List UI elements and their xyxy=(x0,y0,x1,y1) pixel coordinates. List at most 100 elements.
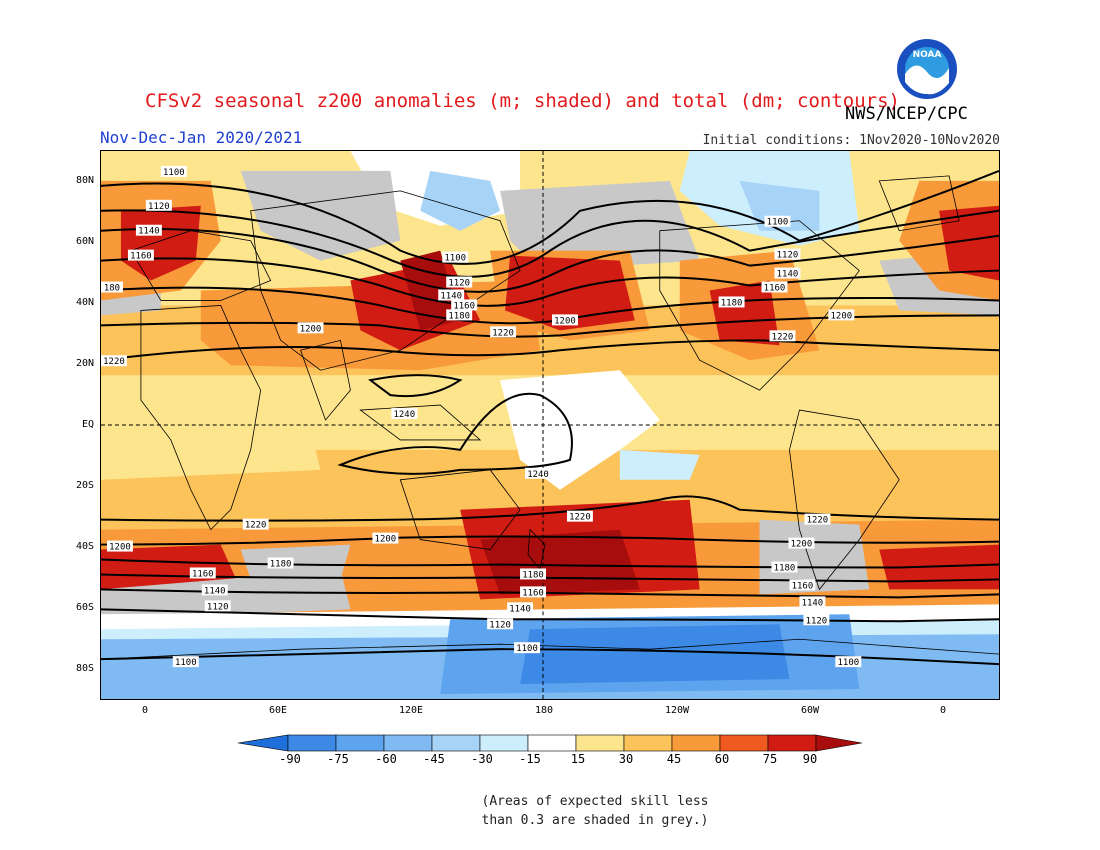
contour-label-1220-a: 1220 xyxy=(101,355,127,367)
svg-text:1200: 1200 xyxy=(831,311,853,321)
contour-1140-south xyxy=(101,588,999,599)
svg-text:180: 180 xyxy=(104,283,120,293)
svg-text:1180: 1180 xyxy=(448,311,470,321)
blue-tropical-patch xyxy=(619,449,700,480)
asia-outline xyxy=(250,190,521,371)
contour-label-1180-c: 1180 xyxy=(718,296,745,308)
forecast-period: Nov-Dec-Jan 2020/2021 xyxy=(100,128,303,147)
skill-note-line-1: (Areas of expected skill less xyxy=(481,794,709,809)
grey-eurasia xyxy=(240,170,401,261)
contour-1220-south xyxy=(101,495,999,522)
grey-siberia xyxy=(500,180,700,271)
contour-label-1180-b: 1180 xyxy=(446,309,473,321)
svg-text:1180: 1180 xyxy=(270,559,292,569)
contour-label-1180-a: 180 xyxy=(101,281,123,293)
lon-label-120e: 120E xyxy=(398,705,424,716)
svg-text:1120: 1120 xyxy=(489,620,511,630)
lat-label-80s: 80S xyxy=(75,663,94,674)
colorbar-seg-8 xyxy=(623,734,673,752)
map-title: CFSv2 seasonal z200 anomalies (m; shaded… xyxy=(145,90,900,112)
antarctic-blue-core xyxy=(520,624,790,685)
contour-label-1120-a: 1120 xyxy=(145,199,172,212)
svg-text:1120: 1120 xyxy=(207,602,229,612)
contour-label-1160-c: 1160 xyxy=(761,281,788,293)
svg-text:1160: 1160 xyxy=(792,581,814,591)
svg-text:1180: 1180 xyxy=(522,570,544,580)
contour-label-1240-a: 1240 xyxy=(391,408,418,420)
noaa-logo-icon: NOAA xyxy=(897,39,957,99)
svg-text:1180: 1180 xyxy=(721,298,743,308)
svg-text:1200: 1200 xyxy=(109,543,131,553)
svg-text:1200: 1200 xyxy=(554,316,576,326)
contour-label-1220-b: 1220 xyxy=(490,326,517,338)
svg-text:1100: 1100 xyxy=(444,254,466,264)
lat-label-60n: 60N xyxy=(75,236,94,247)
contour-label-s1220-a: 1220 xyxy=(242,518,269,531)
contour-label-s1220-c: 1220 xyxy=(804,513,831,526)
contour-label-1120-b: 1120 xyxy=(446,276,473,289)
svg-text:1180: 1180 xyxy=(774,563,796,573)
svg-text:1100: 1100 xyxy=(163,168,185,178)
contour-label-1140-b: 1140 xyxy=(438,289,465,301)
colorbar-label: -45 xyxy=(423,752,445,766)
contour-label-s1100-a: 1100 xyxy=(172,656,199,668)
svg-text:1100: 1100 xyxy=(516,644,538,654)
colorbar-label: -75 xyxy=(327,752,349,766)
svg-text:1220: 1220 xyxy=(807,516,829,526)
colorbar-seg-7 xyxy=(575,734,625,752)
logo-text: NOAA xyxy=(913,50,942,60)
contour-1220-north xyxy=(101,339,999,362)
svg-text:1140: 1140 xyxy=(802,598,824,608)
south-band-red-2-core xyxy=(480,529,640,595)
colorbar-label: 45 xyxy=(666,752,682,766)
contour-label-1100-a: 1100 xyxy=(160,165,187,178)
contour-label-s1140-a: 1140 xyxy=(201,584,228,596)
colorbar-seg-1 xyxy=(287,734,337,752)
grey-south-2 xyxy=(240,544,351,580)
contour-label-s1140-b: 1140 xyxy=(507,602,534,614)
colorbar-seg-3 xyxy=(383,734,433,752)
svg-text:1200: 1200 xyxy=(375,535,397,545)
lat-label-20s: 20S xyxy=(75,480,94,491)
lat-label-80n: 80N xyxy=(75,175,94,186)
contour-label-1140-a: 1140 xyxy=(135,224,162,237)
contour-1240-tropics xyxy=(337,392,573,475)
lon-label-180: 180 xyxy=(534,705,554,716)
contour-1100-south xyxy=(101,648,999,666)
contour-label-1120-c: 1120 xyxy=(774,248,801,261)
indonesia-outline xyxy=(359,404,482,441)
svg-text:1100: 1100 xyxy=(838,658,860,668)
svg-text:1140: 1140 xyxy=(777,270,799,280)
contour-label-s1160-a: 1160 xyxy=(189,567,216,579)
contour-label-1240-b: 1240 xyxy=(525,467,551,480)
svg-text:1120: 1120 xyxy=(448,279,470,289)
contour-label-group: 1100 1120 1140 1160 180 1200 1220 1100 1… xyxy=(101,165,862,668)
colorbar-seg-6 xyxy=(527,734,577,752)
contour-label-s1120-a: 1120 xyxy=(204,600,231,612)
contour-1200-south xyxy=(101,535,999,546)
contour-label-1100-b: 1100 xyxy=(442,251,469,264)
contour-label-s1180-c: 1180 xyxy=(771,561,798,573)
svg-text:1220: 1220 xyxy=(492,328,514,338)
contour-label-s1200-b: 1200 xyxy=(372,532,399,545)
colorbar-label: -60 xyxy=(375,752,397,766)
anomaly-map: 1100 1120 1140 1160 180 1200 1220 1100 1… xyxy=(100,150,1000,700)
svg-text:1200: 1200 xyxy=(300,324,322,334)
hot-japan-core xyxy=(400,250,461,331)
antarctica-outline xyxy=(101,638,999,660)
lat-label-60s: 60S xyxy=(75,602,94,613)
hot-europe-east-core xyxy=(939,205,999,281)
lon-label-120w: 120W xyxy=(664,705,690,716)
colorbar-label: -15 xyxy=(519,752,541,766)
contour-label-1100-c: 1100 xyxy=(764,215,791,228)
svg-text:1160: 1160 xyxy=(130,252,152,262)
colorbar-label: 30 xyxy=(618,752,634,766)
coastlines xyxy=(101,175,999,660)
svg-text:1160: 1160 xyxy=(522,588,544,598)
north-america-outline xyxy=(659,220,860,391)
svg-text:1140: 1140 xyxy=(138,227,160,237)
svg-text:1100: 1100 xyxy=(767,218,789,228)
contour-label-s1200-c: 1200 xyxy=(788,537,815,550)
svg-text:1120: 1120 xyxy=(806,616,828,626)
colorbar-seg-4 xyxy=(431,734,481,752)
